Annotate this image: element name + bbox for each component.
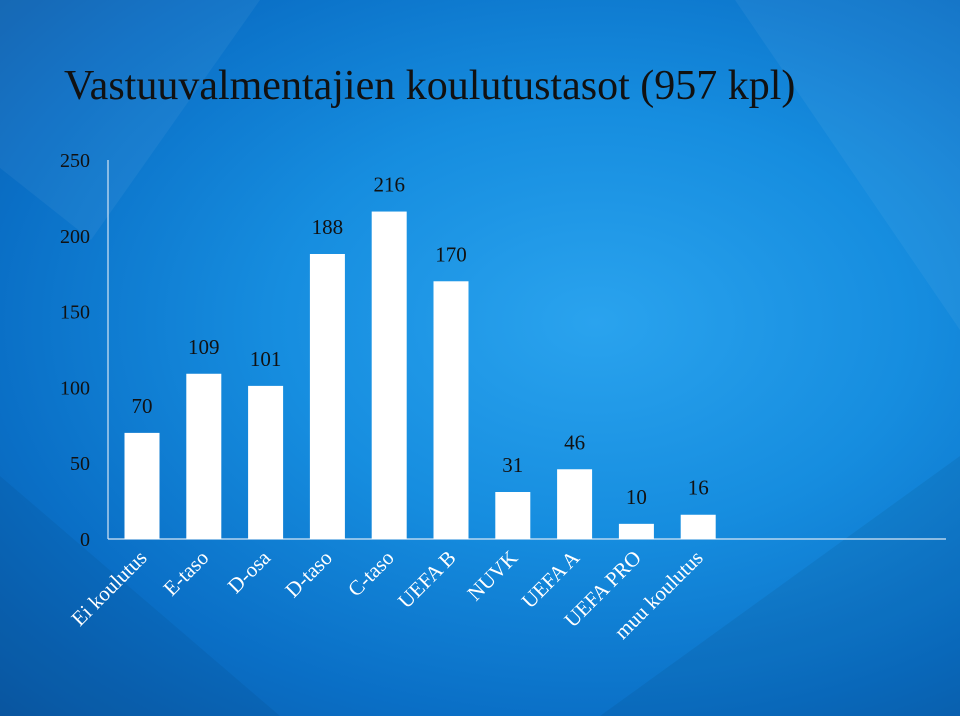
bar	[495, 492, 531, 539]
data-label: 16	[688, 476, 709, 500]
x-tick-label: Ei koulutus	[66, 546, 151, 631]
y-tick-label: 250	[60, 150, 90, 172]
data-label: 10	[626, 485, 647, 509]
data-label: 70	[132, 394, 153, 418]
bar	[680, 514, 716, 539]
bar	[186, 373, 222, 539]
x-tick-label: C-taso	[343, 546, 399, 602]
x-tick-label: NUVK	[462, 546, 522, 606]
bar	[557, 469, 593, 539]
data-label: 216	[373, 173, 405, 197]
y-tick-label: 200	[60, 226, 90, 248]
bar	[248, 385, 284, 539]
data-label: 170	[435, 242, 467, 266]
y-axis-ticks: 0 50 100 150 200 250	[60, 150, 90, 551]
y-tick-label: 0	[80, 529, 90, 551]
y-tick-label: 100	[60, 377, 90, 399]
bar	[433, 281, 469, 539]
x-tick-label: D-osa	[223, 545, 276, 598]
bar	[309, 253, 345, 539]
data-labels: 70 109 101 188 216 170 31 46 10 16	[132, 173, 709, 509]
x-tick-label: D-taso	[280, 546, 337, 603]
bar	[124, 432, 160, 539]
data-label: 31	[502, 453, 523, 477]
x-tick-label: UEFA B	[393, 546, 460, 613]
x-tick-label: E-taso	[158, 546, 213, 601]
data-label: 46	[564, 430, 585, 454]
data-label: 101	[250, 347, 282, 371]
bars	[124, 211, 716, 539]
data-label: 109	[188, 335, 220, 359]
chart-title: Vastuuvalmentajien koulutustasot (957 kp…	[64, 63, 796, 109]
bar	[618, 523, 654, 539]
bar	[371, 211, 407, 539]
chart-axes	[107, 160, 946, 540]
y-tick-label: 150	[60, 302, 90, 324]
y-tick-label: 50	[70, 453, 90, 475]
data-label: 188	[312, 215, 344, 239]
